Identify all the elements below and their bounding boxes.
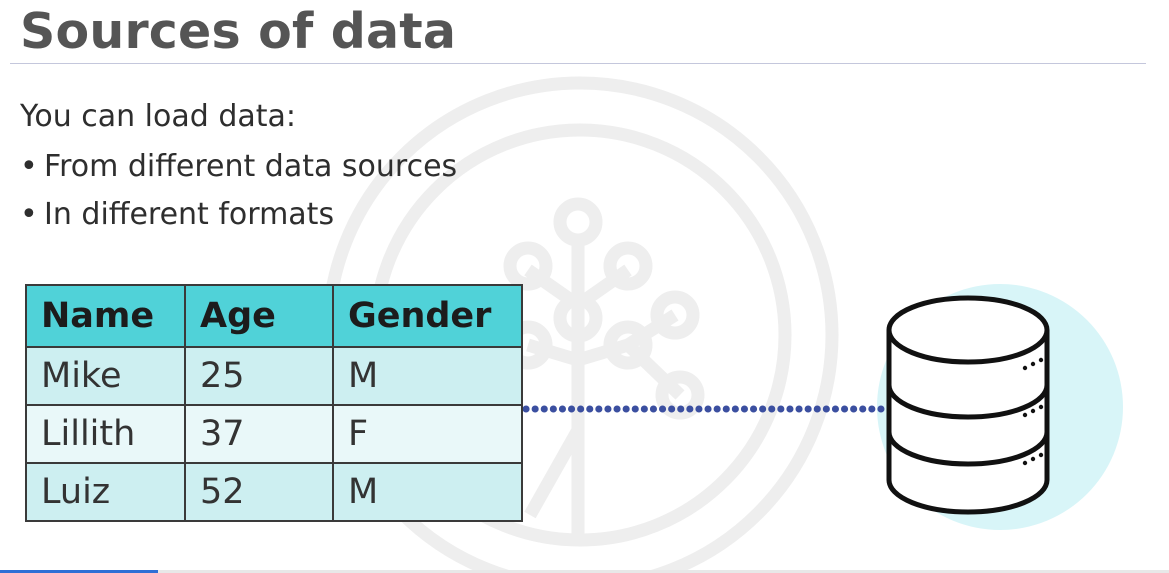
- bullet-item: • In different formats: [20, 197, 457, 245]
- cell-gender: M: [332, 462, 523, 522]
- video-progress-fill: [0, 570, 158, 573]
- cell-name: Luiz: [25, 462, 186, 522]
- title-divider: [10, 63, 1146, 64]
- bullet-text: From different data sources: [44, 149, 458, 184]
- table-header-row: Name Age Gender: [25, 284, 523, 348]
- page-title: Sources of data: [20, 3, 457, 60]
- cell-age: 52: [184, 462, 334, 522]
- sample-data-table: Name Age Gender Mike 25 M Lillith 37 F L…: [25, 284, 523, 522]
- cell-age: 25: [184, 346, 334, 406]
- cell-age: 37: [184, 404, 334, 464]
- cell-name: Lillith: [25, 404, 186, 464]
- table-row: Luiz 52 M: [25, 462, 523, 522]
- bullet-dot: •: [20, 149, 38, 184]
- intro-text: You can load data:: [20, 99, 297, 134]
- cell-gender: M: [332, 346, 523, 406]
- table-row: Lillith 37 F: [25, 404, 523, 464]
- table-row: Mike 25 M: [25, 346, 523, 406]
- video-progress-track[interactable]: [0, 570, 1169, 573]
- bullet-item: • From different data sources: [20, 149, 457, 197]
- column-header-age: Age: [184, 284, 334, 348]
- bullet-dot: •: [20, 197, 38, 232]
- bullet-text: In different formats: [44, 197, 335, 232]
- column-header-name: Name: [25, 284, 186, 348]
- cell-name: Mike: [25, 346, 186, 406]
- bullet-list: • From different data sources • In differe…: [20, 149, 457, 245]
- column-header-gender: Gender: [332, 284, 523, 348]
- cell-gender: F: [332, 404, 523, 464]
